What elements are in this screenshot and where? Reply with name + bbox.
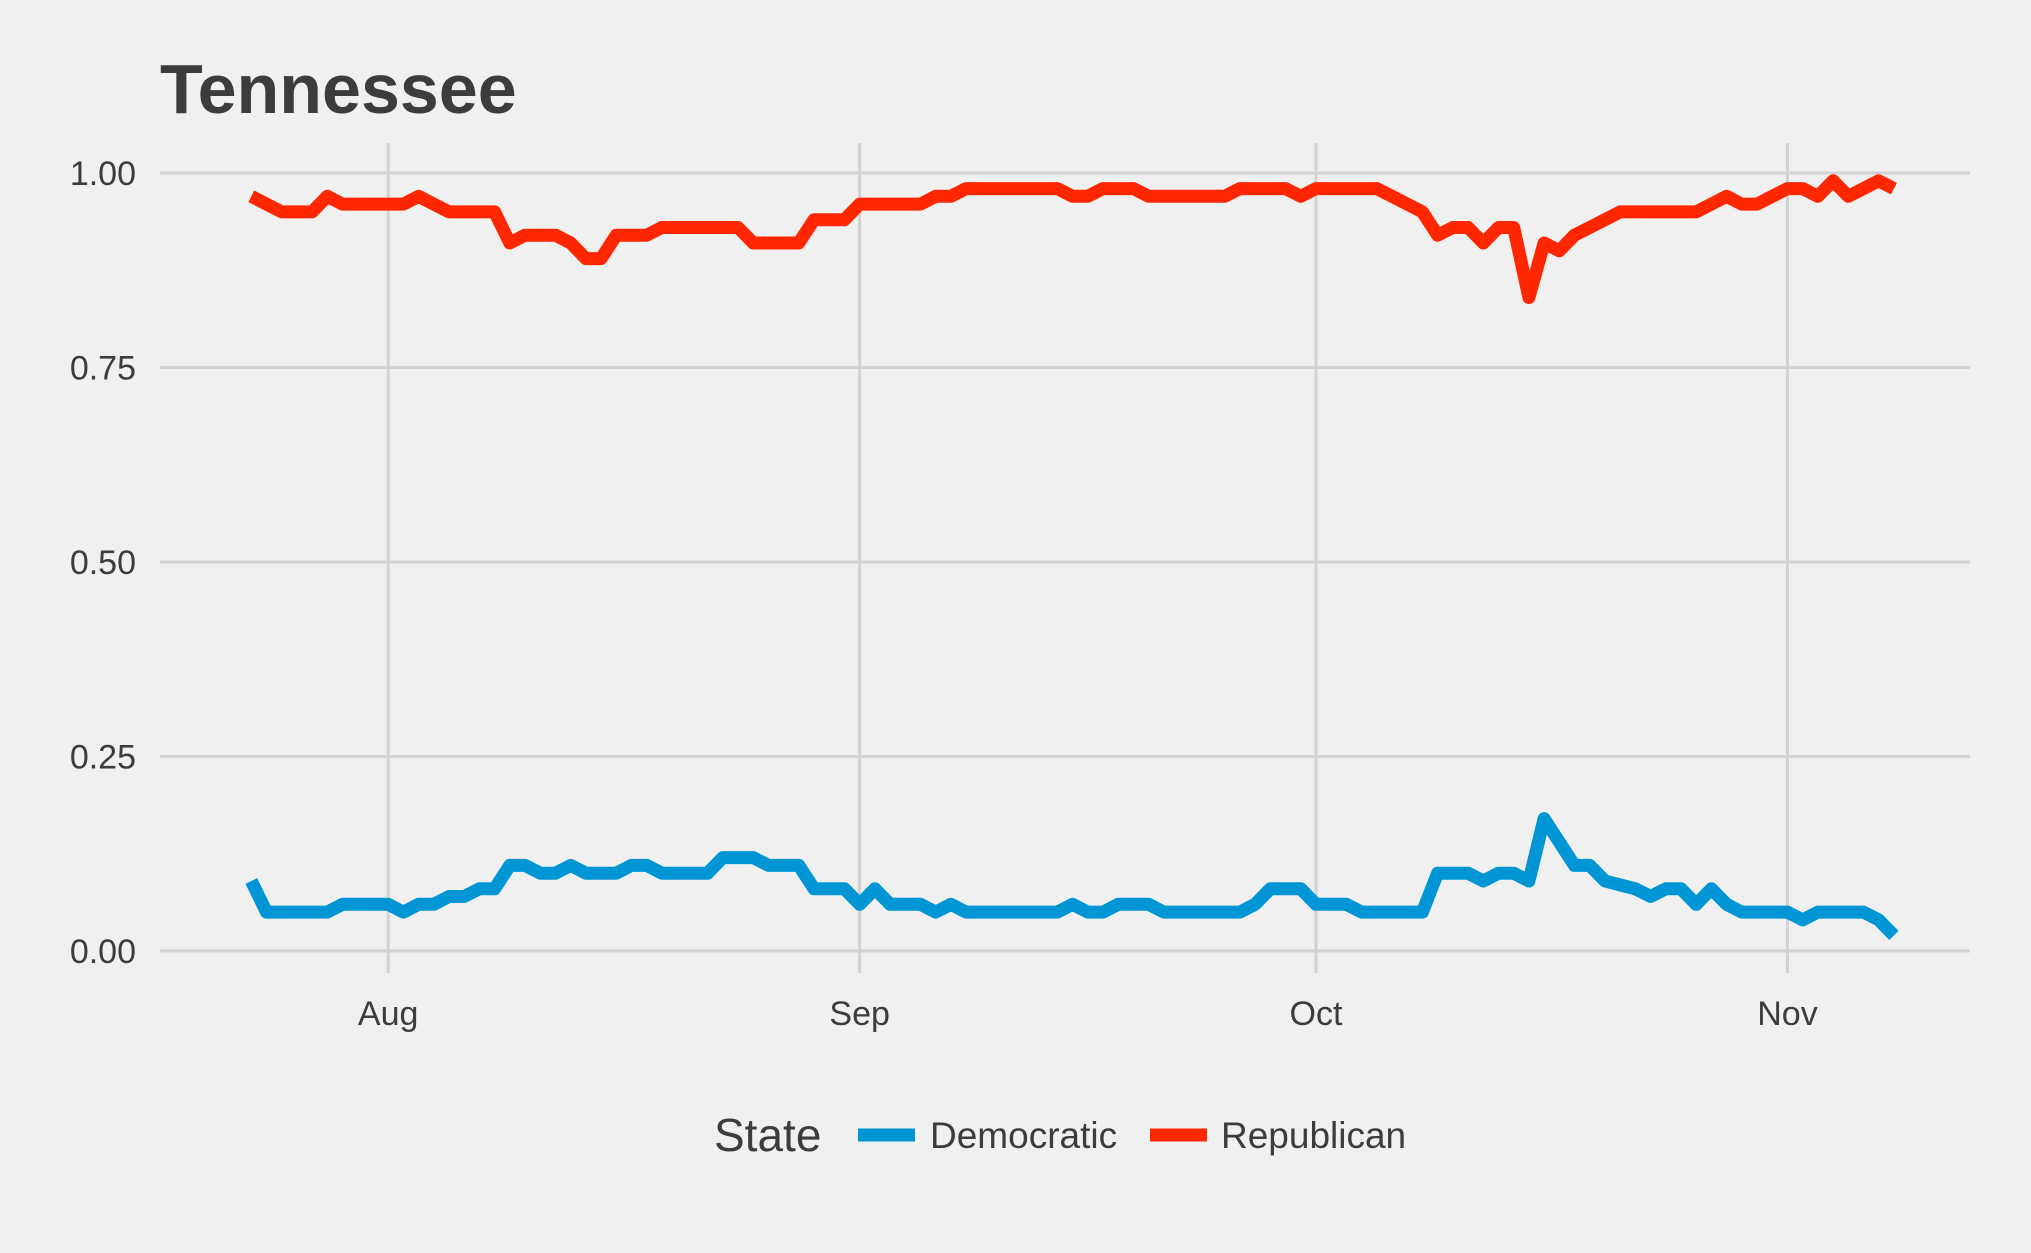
legend-label-republican: Republican (1221, 1115, 1406, 1156)
legend-title: State (714, 1109, 821, 1161)
y-tick-label: 0.75 (70, 350, 136, 388)
y-tick-label: 0.00 (70, 933, 136, 971)
chart-title: Tennessee (160, 50, 517, 128)
y-gridlines (160, 171, 1970, 953)
x-tick-label: Nov (1757, 995, 1817, 1033)
x-tick-label: Sep (829, 995, 890, 1033)
legend-label-democratic: Democratic (930, 1115, 1117, 1156)
x-axis-tick-labels: Aug Sep Oct Nov (358, 995, 1818, 1033)
series-line-republican (248, 174, 1897, 304)
y-axis-tick-labels: 0.00 0.25 0.50 0.75 1.00 (70, 155, 136, 971)
x-tick-label: Oct (1290, 995, 1343, 1033)
x-gridlines (386, 143, 1789, 973)
y-tick-label: 0.50 (70, 544, 136, 582)
y-tick-label: 0.25 (70, 739, 136, 777)
y-tick-label: 1.00 (70, 155, 136, 193)
series-line-democratic (245, 812, 1899, 940)
series-lines (245, 174, 1899, 940)
legend: State Democratic Republican (714, 1109, 1406, 1161)
legend-items: Democratic Republican (858, 1115, 1406, 1156)
x-tick-label: Aug (358, 995, 419, 1033)
